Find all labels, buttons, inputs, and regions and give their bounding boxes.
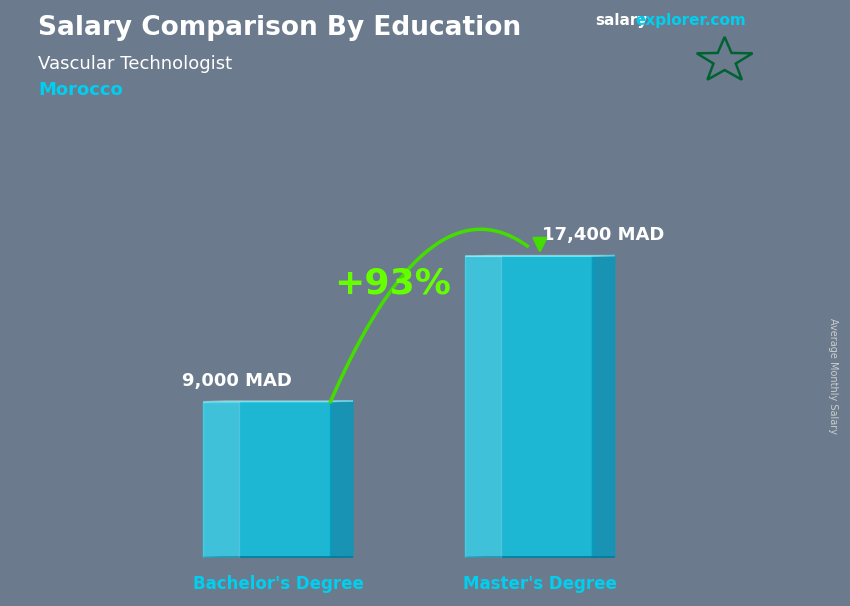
- Bar: [203, 402, 331, 558]
- Text: +93%: +93%: [334, 266, 450, 300]
- Polygon shape: [203, 402, 239, 558]
- Polygon shape: [331, 401, 353, 558]
- Polygon shape: [465, 256, 501, 558]
- Bar: [465, 256, 592, 558]
- Text: Vascular Technologist: Vascular Technologist: [38, 55, 232, 73]
- Polygon shape: [465, 557, 615, 558]
- Polygon shape: [592, 256, 615, 558]
- Polygon shape: [203, 557, 353, 558]
- Text: salary: salary: [595, 13, 648, 28]
- Text: 17,400 MAD: 17,400 MAD: [542, 226, 665, 244]
- Text: Average Monthly Salary: Average Monthly Salary: [828, 318, 838, 434]
- Text: explorer.com: explorer.com: [636, 13, 746, 28]
- Polygon shape: [203, 401, 353, 402]
- Text: 9,000 MAD: 9,000 MAD: [182, 371, 292, 390]
- Text: Bachelor's Degree: Bachelor's Degree: [193, 575, 364, 593]
- Text: Morocco: Morocco: [38, 81, 123, 99]
- Text: Salary Comparison By Education: Salary Comparison By Education: [38, 15, 521, 41]
- Text: Master's Degree: Master's Degree: [463, 575, 617, 593]
